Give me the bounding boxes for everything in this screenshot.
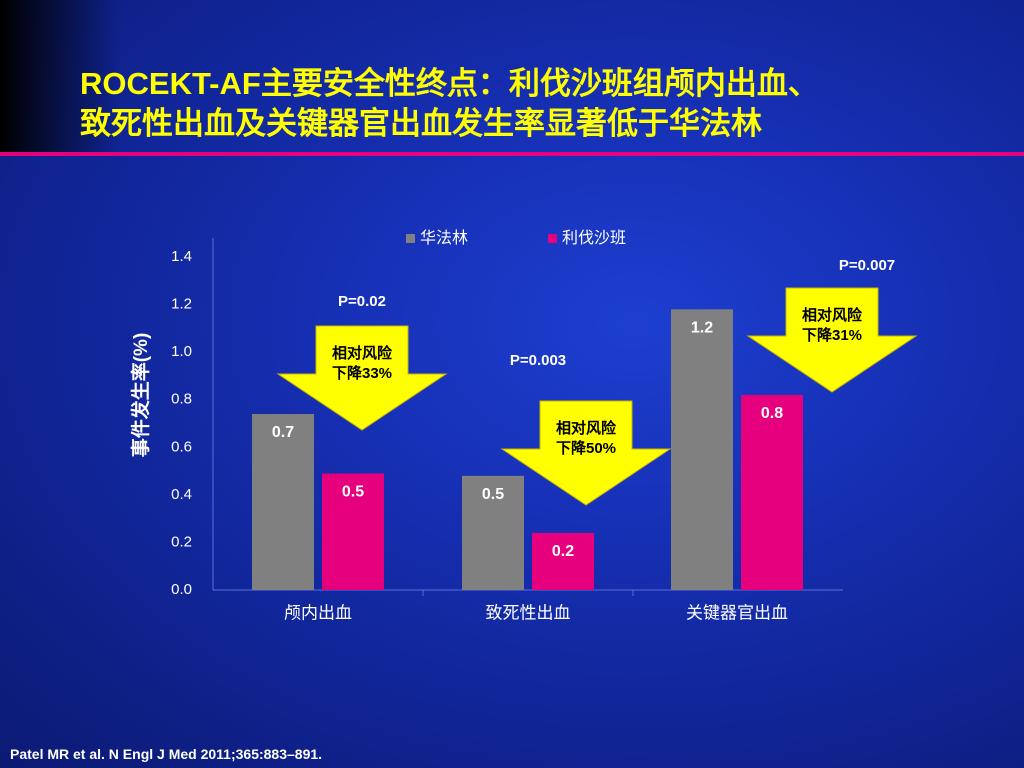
- legend-swatch: [406, 234, 415, 243]
- y-tick-label: 0.8: [171, 391, 192, 408]
- bar-value-label: 1.2: [691, 320, 713, 337]
- bar-value-label: 0.5: [342, 484, 364, 501]
- bar: [252, 413, 314, 590]
- legend-label: 华法林: [420, 229, 468, 247]
- citation: Patel MR et al. N Engl J Med 2011;365:88…: [10, 746, 323, 762]
- y-tick-label: 1.4: [171, 248, 192, 265]
- x-category-label: 关键器官出血: [686, 603, 788, 622]
- p-value-label: P=0.02: [338, 293, 386, 310]
- title-divider: [0, 152, 1024, 156]
- bar: [671, 309, 733, 590]
- down-arrow-callout: [500, 400, 672, 506]
- y-axis-label: 事件发生率(%): [129, 333, 152, 458]
- x-category-label: 颅内出血: [284, 603, 352, 622]
- title-line-1: ROCEKT-AF主要安全性终点：利伐沙班组颅内出血、: [80, 66, 819, 101]
- y-tick-label: 0.6: [171, 438, 192, 455]
- slide-title: ROCEKT-AF主要安全性终点：利伐沙班组颅内出血、 致死性出血及关键器官出血…: [80, 64, 980, 144]
- y-tick-label: 0.2: [171, 533, 192, 550]
- callout-text-line2: 下降33%: [332, 364, 392, 382]
- down-arrow-callout: [276, 325, 448, 431]
- x-category-label: 致死性出血: [486, 603, 571, 622]
- bar: [532, 532, 594, 590]
- callout-text-line2: 下降50%: [556, 439, 616, 457]
- callout-text-line1: 相对风险: [802, 306, 863, 324]
- down-arrow-callout: [746, 287, 918, 393]
- y-axis: 0.0 0.2 0.4 0.6 0.8 1.0 1.2 1.4 事件发生率(%): [129, 238, 214, 598]
- callout-text-line2: 下降31%: [802, 326, 862, 344]
- bar: [462, 475, 524, 590]
- legend-label: 利伐沙班: [562, 229, 626, 247]
- callout-text-line1: 相对风险: [332, 344, 393, 362]
- legend: 华法林 利伐沙班: [406, 229, 626, 247]
- bar: [322, 473, 384, 590]
- bar: [741, 394, 803, 590]
- y-tick-label: 1.0: [171, 343, 192, 360]
- bar-value-label: 0.7: [272, 424, 294, 441]
- callout-text-line1: 相对风险: [556, 419, 617, 437]
- p-value-label: P=0.003: [510, 352, 566, 369]
- y-tick-label: 0.4: [171, 486, 192, 503]
- bar-value-label: 0.2: [552, 543, 574, 560]
- bar-value-label: 0.8: [761, 405, 783, 422]
- legend-swatch: [548, 234, 557, 243]
- title-line-2: 致死性出血及关键器官出血发生率显著低于华法林: [80, 106, 762, 141]
- bar-value-label: 0.5: [482, 486, 504, 503]
- p-value-label: P=0.007: [839, 257, 895, 274]
- y-tick-label: 0.0: [171, 581, 192, 598]
- y-tick-label: 1.2: [171, 296, 192, 313]
- title-corner-shade: [0, 0, 120, 155]
